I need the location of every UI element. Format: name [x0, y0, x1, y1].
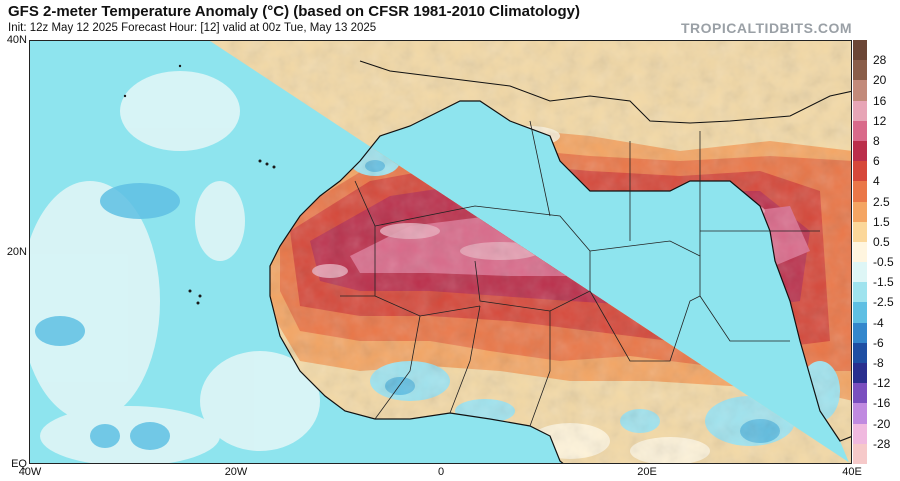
- colorbar-label: -8: [873, 356, 884, 371]
- africa-coastline: [269, 100, 851, 463]
- lat-label-eq: EQ: [11, 458, 27, 470]
- canary-cape-verde-islands: [123, 64, 276, 305]
- anomaly-map: [29, 40, 852, 464]
- colorbar-swatch: [853, 262, 867, 283]
- colorbar-swatch: [853, 60, 867, 81]
- colorbar-swatch: [853, 342, 867, 364]
- colorbar-swatch: [853, 161, 867, 182]
- ocean-cool-patches: [35, 183, 180, 450]
- lon-label-20w: 20W: [224, 466, 248, 478]
- colorbar-legend: 28 20 16 12 8 6 4 2.5 1.5 0.5 -0.5 -1.5 -2.5 -4 -6 -8 -1…: [853, 40, 900, 465]
- chart-title: GFS 2-meter Temperature Anomaly (°C) (ba…: [8, 3, 580, 20]
- colorbar-swatch: [853, 140, 867, 162]
- lon-label-0: 0: [437, 466, 445, 478]
- colorbar-swatch: [853, 383, 867, 404]
- colorbar-label: 16: [873, 93, 887, 108]
- country-borders: [340, 120, 820, 427]
- colorbar-label: -16: [873, 396, 891, 411]
- lat-label-40n: 40N: [6, 34, 27, 46]
- colorbar-swatch: [853, 302, 867, 324]
- colorbar-swatch: [853, 80, 867, 102]
- colorbar-label: 28: [873, 53, 887, 68]
- colorbar-swatch: [853, 241, 867, 263]
- chart-subtitle: Init: 12z May 12 2025 Forecast Hour: [12…: [8, 22, 377, 34]
- colorbar-label: -6: [873, 335, 884, 350]
- colorbar-label: 8: [873, 133, 880, 148]
- colorbar-swatch: [853, 282, 867, 303]
- colorbar-swatch: [853, 100, 867, 122]
- colorbar-label: -4: [873, 315, 884, 330]
- colorbar-label: -20: [873, 416, 891, 431]
- colorbar-swatch: [853, 443, 867, 465]
- colorbar-swatch: [853, 423, 867, 445]
- colorbar-swatch: [853, 201, 867, 223]
- colorbar-label: 12: [873, 113, 887, 128]
- colorbar-label: 2.5: [873, 194, 890, 209]
- colorbar-label: -2.5: [873, 295, 894, 310]
- map-canvas: [30, 41, 851, 463]
- lat-label-20n: 20N: [6, 246, 27, 258]
- lon-label-40e: 40E: [842, 466, 862, 478]
- colorbar-swatch: [853, 40, 867, 61]
- colorbar-swatch: [853, 221, 867, 243]
- colorbar-label: 20: [873, 73, 887, 88]
- colorbar-swatch: [853, 181, 867, 203]
- brand-watermark: TROPICALTIDBITS.COM: [680, 20, 852, 36]
- colorbar-label: -12: [873, 376, 891, 391]
- europe-coastline: [359, 60, 851, 124]
- colorbar-swatch: [853, 120, 867, 142]
- colorbar-swatch: [853, 363, 867, 384]
- lon-label-40w: 40W: [18, 466, 42, 478]
- colorbar-label: -0.5: [873, 255, 894, 270]
- colorbar-label: 0.5: [873, 234, 890, 249]
- colorbar-swatch: [853, 322, 867, 344]
- colorbar-label: -28: [873, 436, 891, 451]
- colorbar-label: -1.5: [873, 275, 894, 290]
- colorbar-label: 6: [873, 154, 880, 169]
- lon-label-20e: 20E: [637, 466, 657, 478]
- colorbar-label: 4: [873, 174, 880, 189]
- ocean-light-patches: [30, 71, 320, 463]
- colorbar-swatch: [853, 403, 867, 425]
- colorbar-label: 1.5: [873, 214, 890, 229]
